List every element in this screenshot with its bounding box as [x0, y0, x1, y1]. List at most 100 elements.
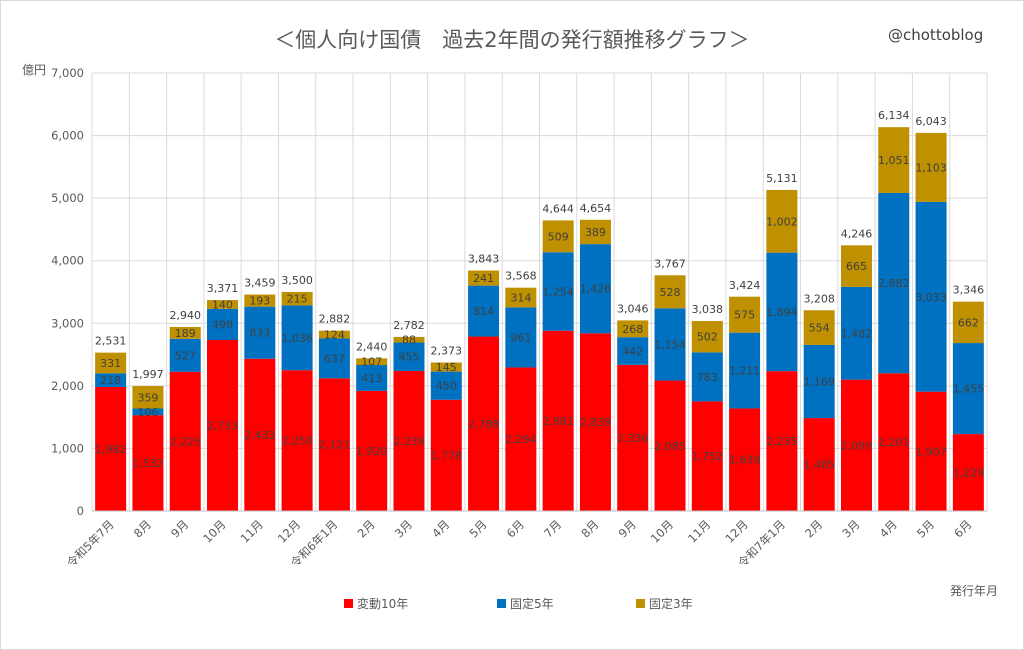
segment-value-label: 107 [361, 356, 382, 369]
x-tick-label: 7月 [541, 517, 564, 540]
bar-segment [318, 330, 350, 339]
segment-value-label: 1,051 [878, 154, 910, 167]
bar-segment [318, 378, 350, 511]
x-tick-label: 10月 [200, 517, 228, 545]
bar-segment [169, 338, 201, 372]
bar-segment [393, 336, 425, 343]
x-tick-label: 8月 [131, 517, 154, 540]
bar-segment [468, 270, 500, 286]
bar-segment [617, 337, 649, 365]
x-tick-label: 4月 [429, 517, 452, 540]
total-value-label: 6,043 [915, 115, 947, 128]
segment-value-label: 509 [548, 230, 569, 243]
bar-segment [505, 367, 537, 511]
data-labels: 1,982 218 331 2,531 1,532 106 359 1,997 2,225 527… [95, 109, 984, 479]
bar-segment [654, 275, 686, 309]
segment-value-label: 1,002 [766, 215, 798, 228]
legend-swatch [344, 599, 353, 608]
bar-segment [915, 132, 947, 202]
grid-lines [91, 72, 988, 512]
segment-value-label: 2,733 [207, 419, 239, 432]
bar-segment [95, 352, 127, 374]
segment-value-label: 314 [510, 292, 531, 305]
legend-swatch [497, 599, 506, 608]
bar-segment [952, 301, 984, 344]
bar-segment [729, 296, 761, 333]
segment-value-label: 2,250 [281, 435, 313, 448]
bar-segment [878, 192, 910, 374]
bar-segment [542, 252, 574, 331]
x-tick-label: 9月 [168, 517, 191, 540]
bar-segment [356, 390, 388, 511]
total-value-label: 3,038 [692, 303, 724, 316]
segment-value-label: 833 [249, 327, 270, 340]
y-tick-label: 4,000 [51, 254, 84, 268]
segment-value-label: 783 [697, 371, 718, 384]
segment-value-label: 1,894 [766, 306, 798, 319]
bar-segment [281, 291, 313, 306]
bar-segment [244, 306, 276, 359]
bar-segment [95, 373, 127, 387]
segment-value-label: 3,033 [915, 291, 947, 304]
segment-value-label: 450 [436, 380, 457, 393]
credit-label: @chottoblog [888, 26, 984, 44]
x-tick-label: 5月 [466, 517, 489, 540]
bar-segment [952, 343, 984, 435]
segment-value-label: 1,778 [431, 449, 463, 462]
segment-value-label: 1,229 [953, 467, 985, 480]
total-value-label: 3,843 [468, 253, 500, 266]
segment-value-label: 88 [402, 334, 416, 347]
bar-segment [132, 415, 164, 511]
segment-value-label: 527 [175, 349, 196, 362]
bar-segment [169, 371, 201, 511]
legend-label: 固定3年 [649, 596, 693, 611]
bars [95, 127, 984, 511]
segment-value-label: 2,788 [468, 418, 500, 431]
x-tick-label: 2月 [355, 517, 378, 540]
y-tick-label: 2,000 [51, 379, 84, 393]
bar-segment [542, 330, 574, 511]
x-tick-label: 5月 [914, 517, 937, 540]
segment-value-label: 413 [361, 372, 382, 385]
bar-segment [244, 294, 276, 307]
x-tick-label: 4月 [877, 517, 900, 540]
segment-value-label: 1,036 [281, 332, 313, 345]
segment-value-label: 442 [622, 345, 643, 358]
bar-segment [579, 244, 611, 334]
segment-value-label: 2,085 [654, 440, 686, 453]
bar-segment [393, 370, 425, 511]
legend-label: 変動10年 [357, 596, 408, 611]
total-value-label: 4,246 [841, 227, 873, 240]
bar-segment [654, 308, 686, 381]
bar-segment [244, 358, 276, 511]
total-value-label: 3,346 [953, 284, 985, 297]
bar-segment [468, 336, 500, 511]
segment-value-label: 1,169 [803, 376, 835, 389]
bar-segment [617, 320, 649, 338]
segment-value-label: 218 [100, 374, 121, 387]
segment-value-label: 189 [175, 327, 196, 340]
bar-segment [430, 399, 462, 511]
total-value-label: 2,882 [319, 313, 351, 326]
total-value-label: 4,654 [580, 202, 612, 215]
bar-segment [169, 326, 201, 339]
segment-value-label: 961 [510, 331, 531, 344]
bar-segment [878, 127, 910, 193]
bar-segment [281, 305, 313, 371]
total-value-label: 2,940 [169, 309, 201, 322]
total-value-label: 3,500 [281, 274, 313, 287]
segment-value-label: 2,881 [542, 415, 574, 428]
segment-value-label: 268 [622, 323, 643, 336]
x-tick-label: 6月 [504, 517, 527, 540]
total-value-label: 3,459 [244, 277, 276, 290]
segment-value-label: 502 [697, 331, 718, 344]
segment-value-label: 106 [137, 406, 158, 419]
segment-value-label: 1,254 [542, 285, 574, 298]
segment-value-label: 1,752 [692, 450, 724, 463]
x-tick-label: 9月 [616, 517, 639, 540]
segment-value-label: 662 [958, 316, 979, 329]
segment-value-label: 575 [734, 309, 755, 322]
segment-value-label: 498 [212, 318, 233, 331]
segment-value-label: 1,982 [95, 443, 127, 456]
